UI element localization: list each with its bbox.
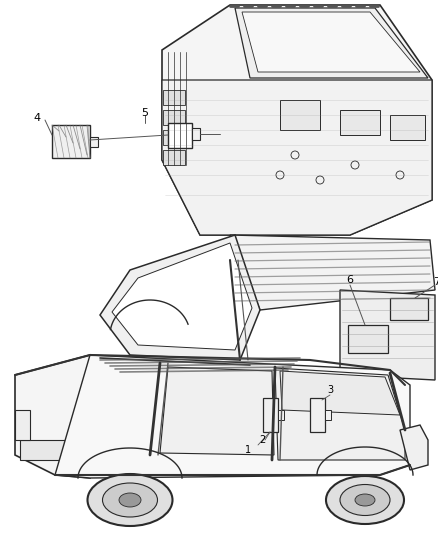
Polygon shape — [340, 290, 435, 380]
Bar — [90, 137, 98, 147]
Text: 3: 3 — [327, 385, 333, 395]
Polygon shape — [230, 235, 435, 310]
Ellipse shape — [340, 484, 390, 515]
Bar — [15, 410, 30, 440]
Bar — [192, 128, 200, 140]
Bar — [163, 150, 185, 165]
Bar — [163, 90, 185, 105]
Polygon shape — [100, 235, 260, 360]
Bar — [348, 325, 388, 353]
Bar — [163, 110, 185, 125]
Bar — [340, 110, 380, 135]
Bar — [390, 298, 428, 320]
Text: 2: 2 — [259, 435, 265, 445]
Ellipse shape — [102, 483, 158, 517]
Text: 6: 6 — [346, 275, 353, 285]
Polygon shape — [55, 355, 410, 478]
Polygon shape — [160, 367, 274, 455]
Polygon shape — [235, 8, 428, 78]
Bar — [263, 398, 278, 432]
Bar — [20, 440, 75, 460]
Ellipse shape — [326, 476, 404, 524]
Bar — [52, 125, 90, 158]
Bar — [390, 115, 425, 140]
Ellipse shape — [355, 494, 375, 506]
Text: 7: 7 — [434, 277, 438, 287]
Polygon shape — [242, 12, 420, 72]
Ellipse shape — [88, 474, 173, 526]
Bar — [280, 100, 320, 130]
Polygon shape — [275, 368, 405, 460]
Polygon shape — [15, 355, 90, 478]
Bar — [168, 123, 192, 148]
Polygon shape — [400, 425, 428, 470]
Bar — [278, 410, 284, 420]
Polygon shape — [162, 5, 432, 235]
Text: 1: 1 — [245, 445, 251, 455]
Bar — [310, 398, 325, 432]
Bar — [325, 410, 331, 420]
Polygon shape — [162, 80, 432, 235]
Polygon shape — [112, 243, 252, 350]
Ellipse shape — [119, 493, 141, 507]
Text: 5: 5 — [141, 108, 148, 118]
Bar — [163, 130, 185, 145]
Polygon shape — [280, 371, 400, 415]
Text: 4: 4 — [33, 113, 41, 123]
